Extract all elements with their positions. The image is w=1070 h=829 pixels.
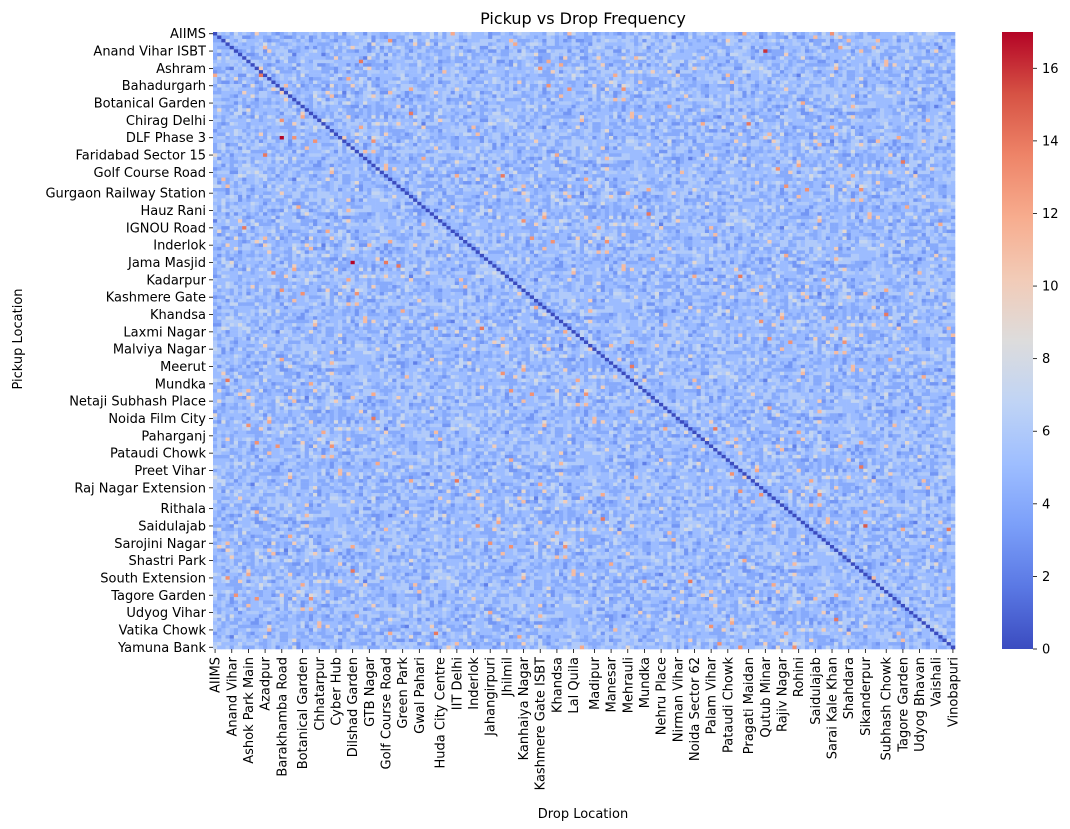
column-tick-label: Green Park — [396, 657, 411, 729]
x-axis-label: Drop Location — [538, 807, 628, 822]
row-tick-label: Meerut — [160, 360, 206, 375]
colorbar-tick-label: 10 — [1042, 280, 1059, 295]
colorbar-tick-label: 2 — [1042, 570, 1050, 585]
column-tick-label: Pataudi Chowk — [721, 657, 736, 753]
column-tick-label: Cyber Hub — [329, 657, 344, 726]
column-tick-label: Barakhamba Road — [275, 657, 290, 777]
column-tick-labels: AIIMS Anand Vihar Ashok Park Main Azadpur Ba… — [209, 649, 962, 790]
row-tick-label: AIIMS — [170, 27, 206, 42]
column-tick-label: Rohini — [792, 657, 807, 697]
row-tick-label: Malviya Nagar — [113, 343, 207, 358]
column-tick-label: Mehrauli — [621, 657, 636, 713]
column-tick-label: Chhatarpur — [313, 656, 328, 730]
row-tick-label: Preet Vihar — [134, 464, 206, 479]
colorbar-tick-label: 14 — [1042, 134, 1059, 149]
column-tick-label: Huda City Centre — [434, 657, 449, 768]
row-tick-label: Sarojini Nagar — [114, 537, 206, 552]
row-tick-label: Mundka — [155, 377, 206, 392]
column-tick-label: Vinobapuri — [946, 657, 961, 727]
column-tick-label: Kashmere Gate ISBT — [534, 657, 549, 790]
column-tick-label: Rajiv Nagar — [776, 656, 791, 732]
row-tick-label: Faridabad Sector 15 — [76, 149, 207, 164]
column-tick-label: Azadpur — [259, 656, 274, 710]
colorbar — [1002, 32, 1033, 649]
column-tick-label: Botanical Garden — [296, 657, 311, 769]
row-tick-label: Rithala — [160, 502, 206, 517]
column-tick-label: Golf Course Road — [379, 657, 394, 770]
column-tick-label: Qutub Minar — [759, 656, 774, 737]
row-tick-label: Saidulajab — [138, 519, 206, 534]
row-tick-label: Golf Course Road — [94, 166, 207, 181]
colorbar-tick-label: 6 — [1042, 425, 1050, 440]
row-tick-label: Bahadurgarh — [122, 79, 206, 94]
row-tick-label: Anand Vihar ISBT — [93, 45, 206, 60]
column-tick-label: Anand Vihar — [225, 656, 240, 736]
row-tick-label: Raj Nagar Extension — [74, 481, 206, 496]
column-tick-label: Nehru Place — [655, 657, 670, 735]
column-tick-label: Saidulajab — [809, 657, 824, 725]
colorbar-tick-label: 8 — [1042, 352, 1050, 367]
column-tick-label: Jhilmil — [500, 657, 515, 697]
column-tick-label: Sarai Kale Khan — [826, 657, 841, 759]
column-tick-label: Sikanderpur — [859, 656, 874, 735]
colorbar-tick-label: 12 — [1042, 207, 1059, 222]
row-tick-label: Netaji Subhash Place — [69, 395, 206, 410]
column-tick-label: Madipur — [588, 656, 603, 710]
column-tick-label: Tagore Garden — [896, 657, 911, 753]
row-tick-label: DLF Phase 3 — [126, 131, 206, 146]
column-tick-label: AIIMS — [209, 657, 224, 693]
row-tick-label: Shastri Park — [128, 554, 206, 569]
column-tick-label: Ashok Park Main — [242, 657, 257, 764]
column-tick-label: Palam Vihar — [705, 656, 720, 734]
chart-title: Pickup vs Drop Frequency — [480, 9, 686, 28]
row-tick-label: Inderlok — [153, 239, 206, 254]
row-tick-label: Vatika Chowk — [119, 623, 207, 638]
column-tick-label: Lal Quila — [567, 657, 582, 714]
column-tick-label: GTB Nagar — [363, 656, 378, 727]
row-tick-label: Noida Film City — [108, 412, 206, 427]
heatmap-cells — [213, 32, 955, 649]
column-tick-label: IIT Delhi — [450, 657, 465, 710]
column-tick-label: Jahangirpuri — [484, 657, 499, 737]
colorbar-tick-label: 4 — [1042, 497, 1050, 512]
column-tick-label: Udyog Bhavan — [913, 657, 928, 752]
row-tick-label: Khandsa — [150, 308, 206, 323]
row-tick-label: Hauz Rani — [140, 204, 206, 219]
column-tick-label: Mundka — [638, 657, 653, 708]
row-tick-label: Paharganj — [141, 429, 206, 444]
row-tick-label: Kadarpur — [146, 273, 206, 288]
row-tick-label: Chirag Delhi — [126, 114, 206, 129]
colorbar-tick-label: 0 — [1042, 643, 1050, 658]
column-tick-label: Kanhaiya Nagar — [517, 656, 532, 760]
column-tick-label: Subhash Chowk — [880, 657, 895, 761]
row-tick-labels: AIIMS Anand Vihar ISBT Ashram Bahadurgarh Bo… — [45, 27, 213, 656]
row-tick-label: Laxmi Nagar — [123, 325, 206, 340]
column-tick-label: Khandsa — [550, 657, 565, 713]
row-tick-label: Botanical Garden — [94, 97, 206, 112]
row-tick-label: IGNOU Road — [126, 221, 206, 236]
column-tick-label: Vaishali — [930, 657, 945, 707]
row-tick-label: Ashram — [156, 62, 206, 77]
row-tick-label: South Extension — [100, 571, 206, 586]
y-axis-label: Pickup Location — [11, 288, 26, 389]
row-tick-label: Jama Masjid — [127, 256, 206, 271]
column-tick-label: Pragati Maidan — [742, 657, 757, 754]
row-tick-label: Udyog Vihar — [126, 606, 206, 621]
column-tick-label: Gwal Pahari — [413, 657, 428, 734]
column-tick-label: Noida Sector 62 — [688, 657, 703, 761]
row-tick-label: Tagore Garden — [110, 589, 206, 604]
column-tick-label: Dilshad Garden — [346, 657, 361, 757]
column-tick-label: Inderlok — [467, 657, 482, 710]
row-tick-label: Pataudi Chowk — [110, 447, 206, 462]
column-tick-label: Nirman Vihar — [671, 656, 686, 742]
row-tick-label: Yamuna Bank — [117, 641, 206, 656]
column-tick-label: Shahdara — [842, 657, 857, 719]
column-tick-label: Manesar — [605, 656, 620, 712]
row-tick-label: Kashmere Gate — [106, 291, 206, 306]
colorbar-ticks: 0 2 4 6 8 10 12 14 16 — [1033, 62, 1059, 658]
colorbar-tick-label: 16 — [1042, 62, 1059, 77]
row-tick-label: Gurgaon Railway Station — [45, 187, 206, 202]
